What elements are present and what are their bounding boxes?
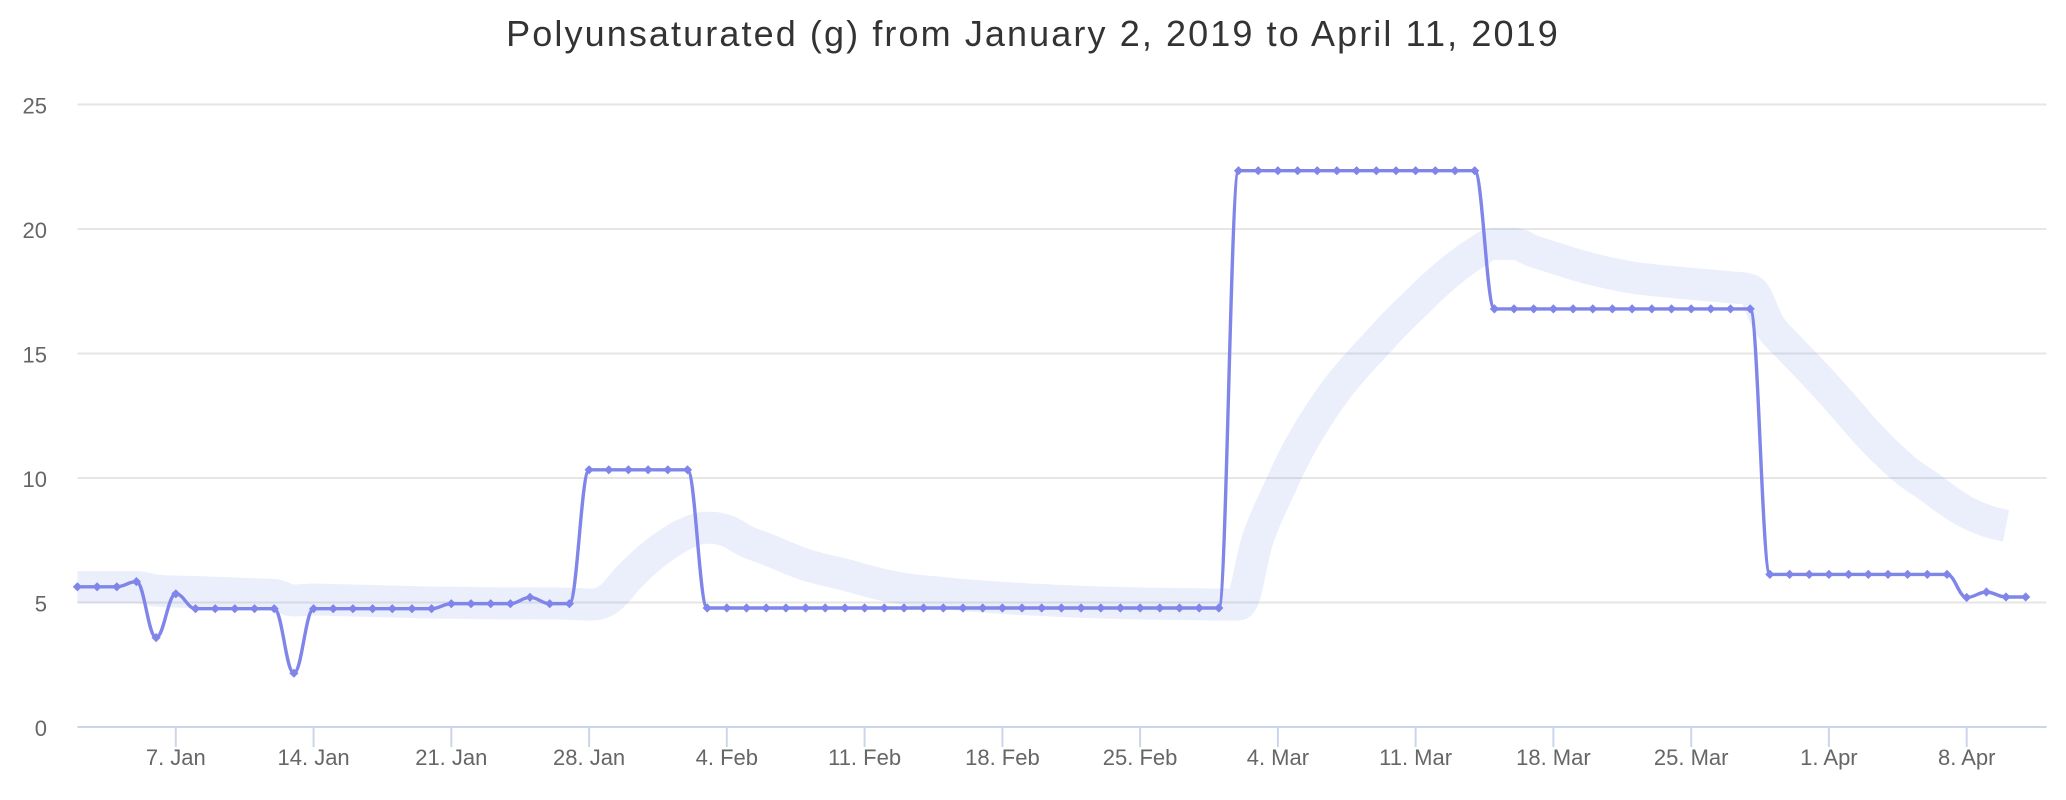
svg-text:14. Jan: 14. Jan — [278, 745, 350, 770]
svg-text:4. Mar: 4. Mar — [1247, 745, 1309, 770]
svg-text:4. Feb: 4. Feb — [696, 745, 758, 770]
svg-text:21. Jan: 21. Jan — [415, 745, 487, 770]
svg-text:0: 0 — [35, 716, 47, 741]
svg-text:8. Apr: 8. Apr — [1938, 745, 1995, 770]
svg-text:18. Mar: 18. Mar — [1516, 745, 1591, 770]
svg-text:18. Feb: 18. Feb — [965, 745, 1040, 770]
svg-text:20: 20 — [23, 218, 47, 243]
svg-text:7. Jan: 7. Jan — [146, 745, 206, 770]
svg-text:11. Feb: 11. Feb — [828, 745, 901, 770]
svg-text:25. Feb: 25. Feb — [1103, 745, 1178, 770]
svg-text:25. Mar: 25. Mar — [1654, 745, 1729, 770]
svg-text:1. Apr: 1. Apr — [1800, 745, 1857, 770]
svg-text:25: 25 — [23, 94, 47, 119]
svg-text:28. Jan: 28. Jan — [553, 745, 625, 770]
svg-text:11. Mar: 11. Mar — [1379, 745, 1452, 770]
svg-text:Polyunsaturated (g) from Janua: Polyunsaturated (g) from January 2, 2019… — [506, 13, 1560, 54]
svg-text:5: 5 — [35, 592, 47, 617]
svg-text:15: 15 — [23, 343, 47, 368]
svg-text:10: 10 — [23, 467, 47, 492]
